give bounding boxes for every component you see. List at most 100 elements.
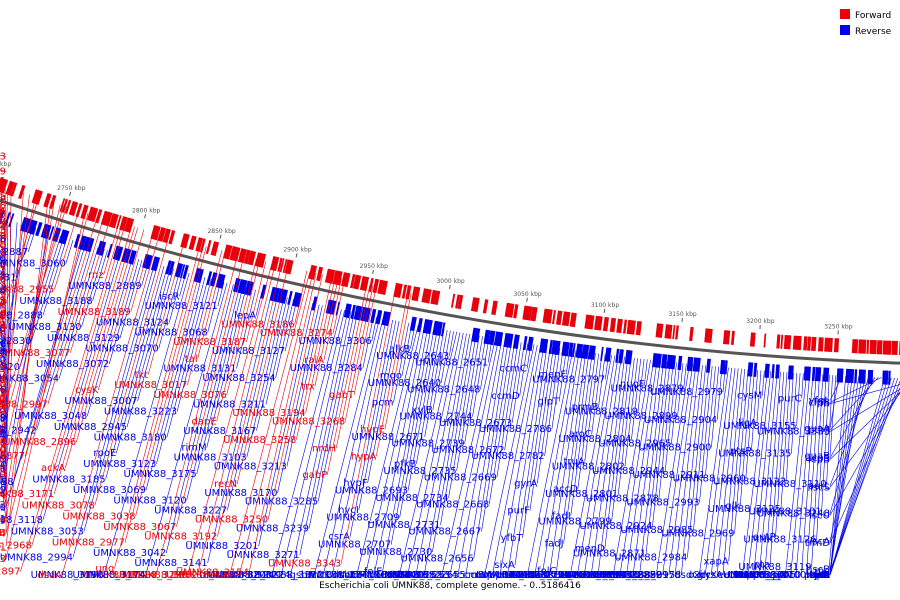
gene-label: ccmC: [499, 364, 527, 375]
leader-line: [604, 357, 629, 549]
gene-label: trx: [301, 382, 315, 393]
leader-line: [65, 226, 135, 469]
gene-label: tal: [185, 354, 198, 365]
leader-line: [179, 272, 187, 297]
leader-line: [5, 187, 9, 240]
leader-line: [332, 318, 387, 576]
gene-label: UMNK88_2779: [0, 413, 6, 424]
leader-line: [54, 210, 80, 290]
gene-label: metG: [0, 305, 6, 316]
leader-line: [165, 284, 234, 554]
gene-label: UMNK88_2820: [0, 362, 20, 373]
leader-line: [569, 355, 612, 576]
leader-line: [81, 249, 105, 327]
leader-line: [83, 264, 158, 532]
leader-line: [92, 250, 108, 301]
gene-label: UMNK88_2776: [566, 570, 639, 581]
leader-line: [785, 373, 807, 576]
leader-line: [258, 303, 314, 547]
leader-line: [722, 367, 726, 393]
reverse-gene-block: [551, 340, 561, 356]
leader-line: [734, 369, 749, 534]
kbp-tick-label: 2750 kbp: [57, 185, 85, 192]
reverse-gene-block: [416, 317, 423, 333]
leader-line: [652, 361, 671, 527]
gene-label: UMNK88_3042: [93, 548, 166, 559]
gene-label: hisS: [809, 570, 830, 581]
gene-label: UMNK88_2824: [0, 222, 6, 233]
forward-gene-block: [594, 315, 603, 331]
leader-line: [176, 278, 212, 412]
gene-label: guaB: [804, 451, 830, 462]
leader-line: [753, 371, 775, 576]
leader-line: [577, 352, 596, 489]
leader-line: [206, 287, 247, 448]
gene-labels: ffh UMNK88_3333 lepB iscS iscU trmD rncrplSera…: [0, 152, 830, 581]
gene-label: UMNK88_2670: [0, 274, 6, 285]
leader-line: [711, 366, 719, 448]
gene-label: UMNK88_2904: [644, 415, 717, 426]
leader-line: [390, 327, 432, 545]
reverse-gene-block: [471, 327, 481, 343]
gene-label: UMNK88_3103: [174, 452, 247, 463]
forward-gene-block: [792, 335, 802, 351]
leader-line: [19, 235, 61, 367]
gene-label: UMNK88_3076: [154, 390, 227, 401]
gene-label: UMNK88_2786: [479, 424, 552, 435]
leader-line: [47, 217, 104, 405]
forward-gene-block: [421, 288, 432, 304]
forward-gene-block: [324, 268, 336, 284]
leader-line: [362, 316, 374, 369]
gene-label: nuoG: [516, 570, 543, 581]
forward-gene-block: [455, 294, 461, 309]
gene-label: UMNK88_2886: [0, 234, 6, 245]
leader-line: [271, 309, 342, 576]
leader-line: [674, 364, 700, 576]
leader-line: [401, 323, 413, 376]
genome-arcs: [0, 177, 900, 385]
forward-gene-block: [824, 337, 833, 353]
leader-line: [5, 212, 89, 534]
gene-label: ccmD: [491, 391, 520, 402]
forward-gene-block: [891, 340, 898, 356]
leader-line: [353, 285, 377, 395]
gene-label: UMNK88_3122: [713, 476, 786, 487]
leader-line: [187, 262, 273, 576]
forward-gene-block: [222, 244, 233, 260]
leader-line: [511, 342, 525, 424]
gene-label: UMNK88_3185: [32, 474, 105, 485]
gene-label: UMNK88_2889: [68, 281, 141, 292]
gene-label: UMNK88_2942: [0, 425, 37, 436]
leader-line: [31, 223, 126, 546]
gene-label: UMNK88_2878: [586, 494, 659, 505]
gene-label: UMNK88_2951: [0, 541, 6, 552]
forward-gene-block: [95, 209, 103, 224]
reverse-gene-block: [325, 299, 337, 315]
gene-label: UMNK88_3078: [22, 500, 95, 511]
forward-gene-block: [75, 203, 83, 218]
gene-label: eutM: [717, 570, 742, 581]
gene-label: UMNK88_2821: [0, 503, 6, 514]
forward-gene-block: [59, 198, 66, 212]
gene-label: UMNK88_2885: [583, 570, 656, 581]
gene-label: UMNK88_3239: [236, 523, 309, 534]
forward-gene-block: [482, 299, 489, 314]
reverse-gene-block: [624, 349, 633, 365]
leader-line: [332, 279, 345, 334]
leader-line: [480, 337, 490, 390]
gene-label: aroC: [569, 429, 592, 440]
gene-label: UMNK88_3079: [0, 260, 6, 271]
gene-label: UMNK88_2741: [301, 570, 374, 581]
forward-gene-block: [689, 326, 694, 342]
leader-line: [829, 377, 895, 576]
gene-label: UMNK88_2896: [3, 437, 76, 448]
gene-label: UMNK88_3193: [0, 324, 6, 335]
leader-line: [5, 188, 12, 534]
gene-label: UMNK88_3127: [212, 346, 285, 357]
gene-label: UMNK88_2948: [0, 209, 6, 220]
gene-label: menB: [562, 570, 591, 581]
forward-gene-block: [270, 256, 280, 272]
reverse-gene-block: [568, 342, 574, 357]
